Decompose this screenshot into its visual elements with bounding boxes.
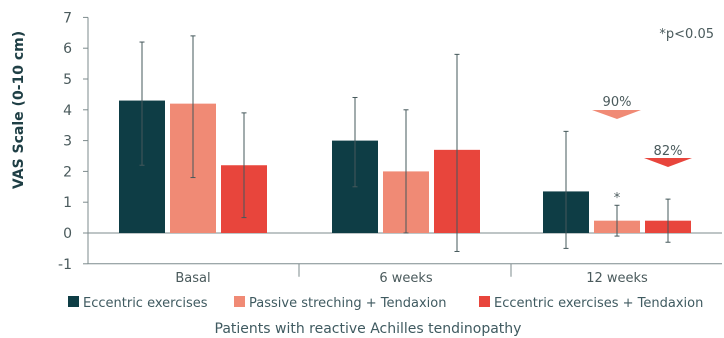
y-tick-label: 0 — [63, 226, 72, 242]
y-tick-label: -1 — [58, 257, 72, 273]
y-tick-label: 3 — [63, 134, 72, 150]
y-tick-label: 7 — [63, 10, 72, 26]
bars — [119, 100, 691, 233]
reduction-label-passive: 90% — [603, 95, 632, 110]
x-tick-label: 12 weeks — [586, 271, 648, 286]
legend-label: Eccentric exercises + Tendaxion — [494, 296, 703, 311]
x-tick-label: 6 weeks — [379, 271, 433, 286]
reduction-arrow-eccentric-tendaxion — [644, 158, 692, 167]
error-bars — [139, 35, 671, 252]
y-tick-label: 1 — [63, 195, 72, 211]
legend-label: Eccentric exercises — [83, 296, 208, 311]
x-tick-label: Basal — [175, 271, 210, 286]
legend-label: Passive streching + Tendaxion — [249, 296, 446, 311]
legend: Eccentric exercises Passive streching + T… — [68, 296, 703, 311]
legend-swatch — [479, 296, 490, 307]
reduction-label-eccentric-tendaxion: 82% — [654, 144, 683, 159]
x-axis: Basal 6 weeks 12 weeks — [88, 232, 722, 286]
x-axis-title: Patients with reactive Achilles tendinop… — [215, 321, 522, 337]
y-tick-label: 2 — [63, 164, 72, 180]
y-axis: 7 6 5 4 3 2 1 0 -1 — [58, 10, 89, 273]
legend-swatch — [234, 296, 245, 307]
y-tick-label: 5 — [63, 72, 72, 88]
reduction-arrow-passive — [592, 110, 641, 119]
legend-swatch — [68, 296, 79, 307]
y-tick-label: 4 — [63, 103, 72, 119]
y-tick-label: 6 — [63, 41, 72, 57]
annotations: *p<0.05 * 90% 82% — [592, 27, 714, 206]
y-axis-title: VAS Scale (0-10 cm) — [11, 31, 27, 189]
significance-asterisk: * — [614, 191, 621, 206]
significance-note: *p<0.05 — [659, 27, 714, 42]
